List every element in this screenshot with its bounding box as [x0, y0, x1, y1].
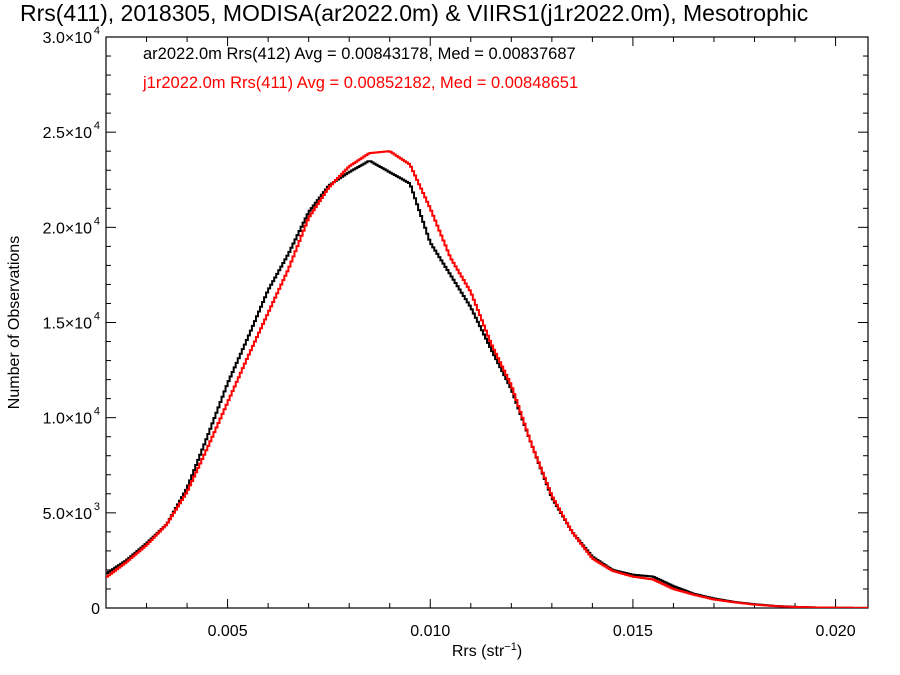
y-tick-label: 2.0×10: [43, 220, 92, 237]
x-tick-label: 0.015: [613, 623, 653, 640]
y-axis-title: Number of Observations: [6, 236, 23, 409]
y-tick-exponent: 4: [94, 215, 100, 227]
chart-title: Rrs(411), 2018305, MODISA(ar2022.0m) & V…: [20, 0, 809, 26]
x-tick-label: 0.010: [410, 623, 450, 640]
series-line-viirs: [106, 150, 868, 608]
y-tick-label: 1.0×10: [43, 411, 92, 428]
x-tick-label: 0.005: [208, 623, 248, 640]
x-axis-title: Rrs (str−1): [452, 641, 522, 660]
legend-entry-modis: ar2022.0m Rrs(412) Avg = 0.00843178, Med…: [143, 45, 576, 63]
y-tick-exponent: 4: [94, 120, 100, 132]
y-tick-exponent: 4: [94, 311, 100, 323]
y-tick-label: 5.0×10: [43, 506, 92, 523]
y-tick-exponent: 4: [94, 25, 100, 37]
legend-entry-viirs: j1r2022.0m Rrs(411) Avg = 0.00852182, Me…: [143, 74, 579, 92]
y-tick-label: 3.0×10: [43, 30, 92, 47]
series-line-modis: [106, 160, 868, 608]
y-tick-exponent: 4: [94, 406, 100, 418]
x-tick-label: 0.020: [816, 623, 856, 640]
y-tick-label: 1.5×10: [43, 316, 92, 333]
plot-frame: [105, 36, 869, 609]
y-tick-label: 0: [91, 601, 100, 618]
y-tick-exponent: 3: [94, 501, 100, 513]
y-tick-label: 2.5×10: [43, 125, 92, 142]
